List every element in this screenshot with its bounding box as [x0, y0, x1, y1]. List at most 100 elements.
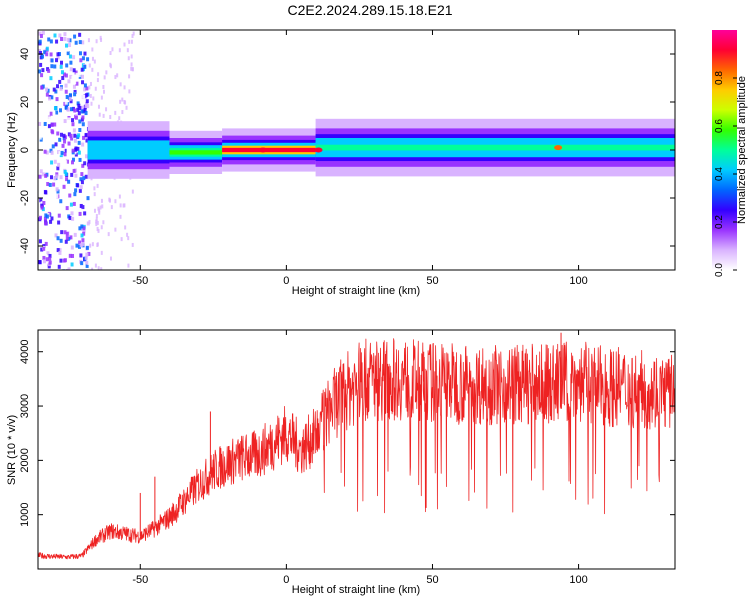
- spectrogram-cell: [64, 89, 68, 94]
- spectrogram-cell: [54, 142, 58, 147]
- spectrogram-cell: [64, 245, 68, 250]
- spectrogram-cell: [81, 122, 85, 127]
- spectrogram-cell: [61, 143, 65, 148]
- spectrogram-cell: [69, 107, 73, 112]
- spectrogram-cell: [45, 87, 49, 92]
- spectrogram-peak: [258, 147, 267, 153]
- snr-frame: [37, 329, 676, 570]
- spectrogram-cell: [63, 148, 67, 153]
- spectrogram-cell: [50, 122, 54, 127]
- spectrogram-cell: [53, 176, 57, 181]
- spectrogram-cell: [50, 58, 54, 63]
- spectrogram-cell: [63, 37, 67, 42]
- spectrogram-cell: [57, 220, 61, 225]
- spectrogram-cell: [77, 103, 81, 108]
- spectrogram-cell: [88, 63, 91, 68]
- spectrogram-y-tick-label: 20: [19, 96, 31, 108]
- spectrogram-cell: [71, 148, 75, 153]
- spectrogram-cell: [69, 67, 73, 72]
- spectrogram-cell: [120, 237, 123, 242]
- spectrogram-cell: [43, 149, 47, 154]
- spectrogram-cell: [44, 221, 48, 226]
- spectrogram-cell: [49, 175, 53, 180]
- spectrogram-cell: [83, 211, 87, 216]
- spectrogram-cell: [65, 43, 69, 48]
- spectrogram-cell: [71, 75, 75, 80]
- spectrogram-cell: [81, 80, 85, 85]
- spectrogram-cell: [105, 70, 108, 75]
- spectrogram-cell: [54, 89, 58, 94]
- spectrogram-cell: [39, 34, 43, 39]
- spectrogram-cell: [59, 86, 63, 91]
- spectrogram-cell: [81, 238, 85, 243]
- snr-marks: [38, 332, 675, 560]
- spectrogram-cell: [56, 236, 60, 241]
- spectrogram-cell: [65, 206, 69, 211]
- spectrogram-cell: [69, 167, 73, 172]
- spectrogram-cell: [56, 55, 60, 60]
- spectrogram-cell: [124, 225, 127, 230]
- spectrogram-cell: [58, 33, 62, 38]
- spectrogram-cell: [128, 89, 131, 94]
- spectrogram-cell: [68, 193, 72, 198]
- spectrogram-cell: [55, 97, 59, 102]
- spectrogram-cell: [122, 203, 125, 208]
- spectrogram-cell: [87, 251, 91, 256]
- spectrogram-cell: [77, 140, 81, 145]
- spectrogram-cell: [49, 111, 53, 116]
- spectrogram-cell: [88, 85, 91, 90]
- spectrogram-cell: [63, 119, 67, 124]
- spectrogram-cell: [80, 233, 84, 238]
- spectrogram-cell: [44, 241, 48, 246]
- spectrogram-cell: [82, 94, 86, 99]
- spectrogram-cell: [66, 51, 70, 56]
- spectrogram-cell: [77, 111, 81, 116]
- spectrogram-cell: [41, 68, 45, 73]
- spectrogram-y-ticks: -40 -20 0 20 40: [19, 48, 675, 254]
- spectrogram-cell: [45, 46, 49, 51]
- spectrogram-cell: [60, 60, 64, 65]
- spectrogram-cell: [130, 54, 133, 59]
- snr-x-tick-label: 50: [426, 574, 438, 586]
- spectrogram-x-ticks: -50 0 50 100: [132, 30, 588, 287]
- spectrogram-cell: [75, 72, 79, 77]
- spectrogram-cell: [80, 67, 84, 72]
- spectrogram-cell: [42, 255, 46, 260]
- spectrogram-cell: [57, 52, 61, 57]
- spectrogram-cell: [57, 162, 61, 167]
- spectrogram-cell: [85, 263, 89, 268]
- colorbar-tick-label: 0.2: [714, 215, 725, 229]
- spectrogram-cell: [126, 232, 129, 237]
- spectrogram-cell: [78, 188, 82, 193]
- spectrogram-cell: [82, 226, 86, 231]
- spectrogram-cell: [38, 135, 42, 140]
- spectrogram-cell: [68, 216, 72, 221]
- spectrogram-cell: [81, 105, 85, 110]
- spectrogram-cell: [98, 112, 101, 117]
- spectrogram-cell: [67, 117, 71, 122]
- spectrogram-cell: [116, 73, 119, 78]
- spectrogram-cell: [41, 30, 45, 35]
- spectrogram-cell: [109, 51, 112, 56]
- spectrogram-cell: [53, 200, 57, 205]
- spectrogram-cell: [52, 182, 56, 187]
- spectrogram-cell: [45, 257, 49, 262]
- spectrogram-cell: [68, 96, 72, 101]
- spectrogram-cell: [39, 198, 43, 203]
- spectrogram-cell: [119, 99, 122, 104]
- spectrogram-y-label: Frequency (Hz): [6, 112, 18, 188]
- spectrogram-cell: [82, 176, 86, 181]
- spectrogram-cell: [103, 75, 106, 80]
- spectrogram-cell: [70, 211, 74, 216]
- spectrogram-cell: [80, 224, 84, 229]
- spectrogram-cell: [114, 227, 117, 232]
- spectrogram-cell: [64, 100, 68, 105]
- spectrogram-cell: [51, 130, 55, 135]
- spectrogram-cell: [95, 219, 98, 224]
- spectrogram-cell: [69, 88, 73, 93]
- spectrogram-cell: [38, 260, 42, 265]
- spectrogram-cell: [78, 240, 82, 245]
- spectrogram-cell: [60, 37, 64, 42]
- spectrogram-cell: [80, 117, 84, 122]
- snr-x-label: Height of straight line (km): [292, 584, 420, 596]
